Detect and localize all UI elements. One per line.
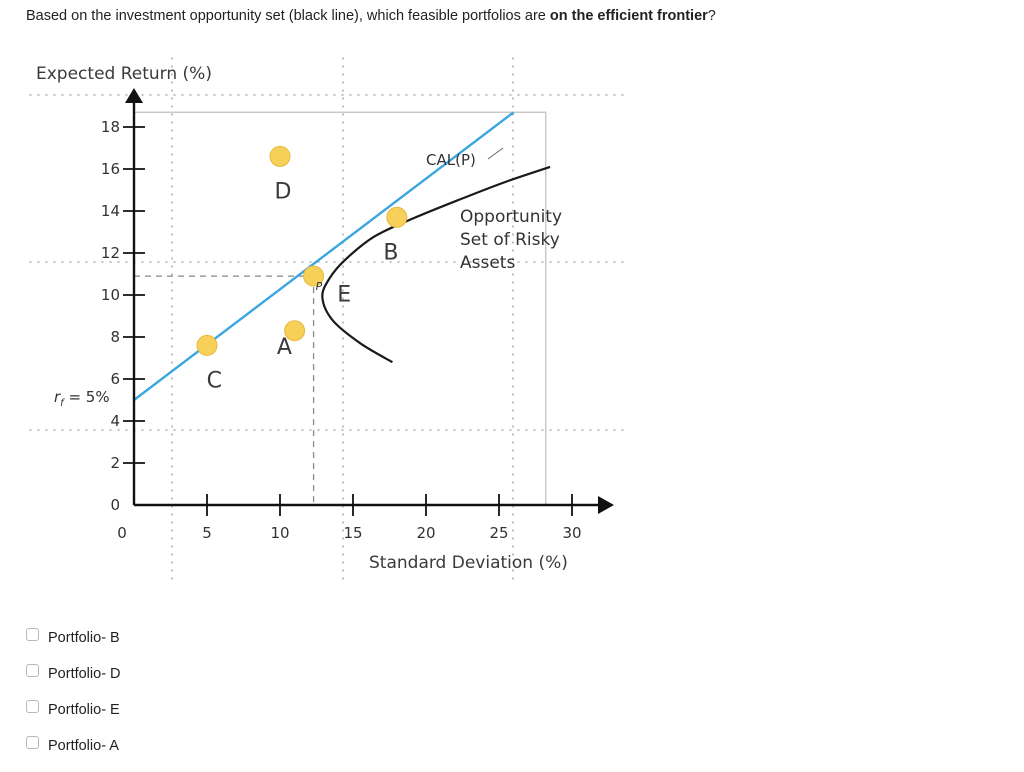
option-portfolio-d[interactable]: Portfolio- D — [26, 656, 121, 692]
y-tick-label: 6 — [110, 370, 120, 388]
y-tick-label: 2 — [110, 454, 120, 472]
x-tick-label: 5 — [202, 524, 212, 542]
rf-symbol: r — [54, 388, 61, 406]
option-label: Portfolio- E — [48, 702, 120, 718]
option-portfolio-a[interactable]: Portfolio- A — [26, 728, 121, 764]
rf-subscript: f — [60, 398, 65, 409]
opportunity-annotation-line: Opportunity — [460, 207, 562, 227]
checkbox[interactable] — [26, 735, 39, 749]
capital-allocation-line — [133, 111, 515, 401]
x-tick-label: 15 — [343, 524, 362, 542]
rf-value: = 5% — [64, 388, 110, 406]
portfolio-dot-b — [386, 206, 408, 228]
y-tick-label: 10 — [101, 286, 120, 304]
checkbox[interactable] — [26, 663, 39, 677]
y-tick-label: 4 — [110, 412, 120, 430]
option-label: Portfolio- D — [48, 666, 121, 682]
point-label-c: C — [207, 368, 222, 393]
point-label-d: D — [274, 179, 291, 204]
option-portfolio-e[interactable]: Portfolio- E — [26, 692, 121, 728]
portfolio-points — [196, 145, 408, 356]
opportunity-set-curve — [321, 165, 551, 364]
answer-options: Portfolio- B Portfolio- D Portfolio- E P… — [26, 620, 121, 764]
point-label-b: B — [383, 240, 398, 265]
y-tick-label: 8 — [110, 328, 120, 346]
portfolio-dot-p — [303, 265, 325, 287]
x-tick-label: 10 — [270, 524, 289, 542]
option-label: Portfolio- B — [48, 630, 120, 646]
y-axis-arrow — [125, 88, 143, 103]
portfolio-dot-c — [196, 334, 218, 356]
x-tick-label: 20 — [416, 524, 435, 542]
dashed-guides — [134, 275, 315, 505]
x-axis-title: Standard Deviation (%) — [369, 553, 568, 573]
y-tick-label: 12 — [101, 244, 120, 262]
question-suffix: ? — [707, 8, 716, 24]
opportunity-set-line — [321, 165, 551, 364]
question-prefix: Based on the investment opportunity set … — [26, 8, 550, 24]
point-label-p: P — [316, 280, 323, 293]
axes: 0 2 4 6 8 10 12 14 16 18 0 5 10 15 20 25 30 — [101, 88, 614, 542]
y-tick-label: 18 — [101, 118, 120, 136]
question-text: Based on the investment opportunity set … — [26, 8, 716, 24]
opportunity-annotation-line: Set of Risky — [460, 230, 560, 250]
cal-annotation: CAL(P) — [426, 151, 476, 169]
y-tick-label: 14 — [101, 202, 120, 220]
y-axis-title: Expected Return (%) — [36, 64, 212, 84]
chart-labels: Expected Return (%) Standard Deviation (%… — [36, 64, 568, 573]
question-emphasis: on the efficient frontier — [549, 8, 708, 24]
x-tick-label: 30 — [562, 524, 581, 542]
portfolio-dot-a — [284, 320, 306, 342]
efficient-frontier-chart: 0 2 4 6 8 10 12 14 16 18 0 5 10 15 20 25 30 Expected Ret… — [29, 57, 631, 586]
cal-annotation-leader — [487, 147, 504, 160]
checkbox[interactable] — [26, 627, 39, 641]
option-label: Portfolio- A — [48, 738, 119, 754]
checkbox[interactable] — [26, 699, 39, 713]
x-tick-label: 0 — [117, 524, 127, 542]
plot-frame — [133, 111, 547, 506]
opportunity-annotation-line: Assets — [460, 253, 515, 273]
point-label-a: A — [277, 335, 292, 360]
x-tick-label: 25 — [489, 524, 508, 542]
cal-line — [133, 111, 515, 401]
point-label-e: E — [337, 282, 351, 307]
y-tick-label: 0 — [110, 496, 120, 514]
y-tick-label: 16 — [101, 160, 120, 178]
rf-label: rf = 5% — [54, 388, 110, 409]
portfolio-dot-d — [269, 145, 291, 167]
option-portfolio-b[interactable]: Portfolio- B — [26, 620, 121, 656]
x-axis-arrow — [598, 496, 614, 514]
